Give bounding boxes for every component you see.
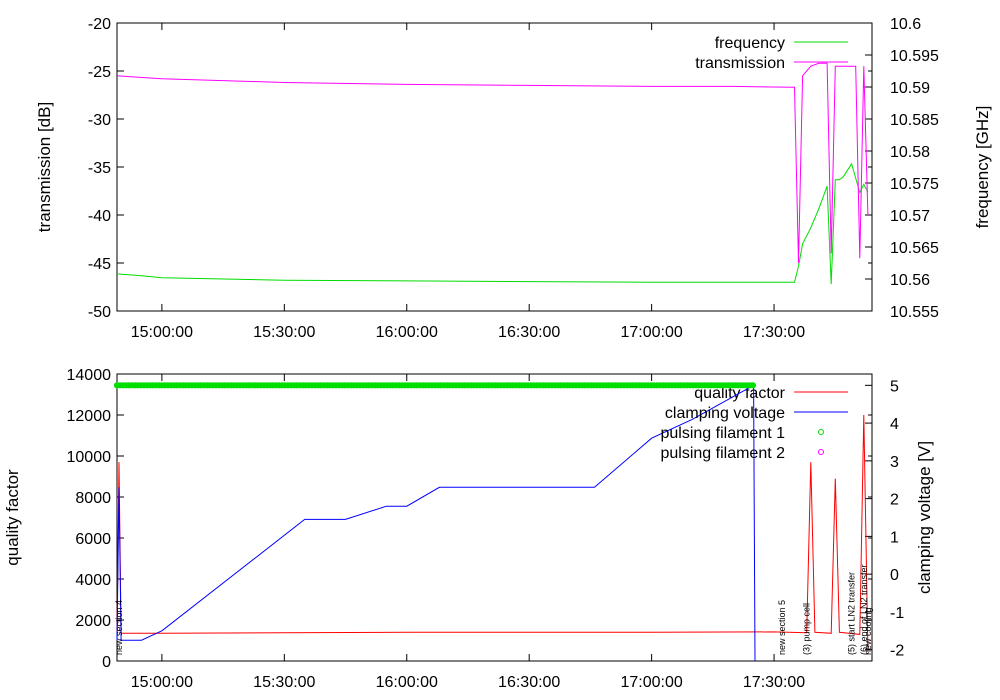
x-tick-label: 16:30:00 bbox=[498, 674, 560, 691]
bottom-chart-panel: 0 2000 4000 6000 8000 10000 12000 14000 -2 -1 0 1 2 3… bbox=[3, 367, 934, 691]
y2-tick-label: 10.57 bbox=[890, 208, 930, 225]
x-tick-label: 17:30:00 bbox=[743, 324, 805, 341]
y-tick-label: -25 bbox=[88, 64, 111, 81]
plot-frame bbox=[116, 373, 873, 662]
annotation-label: new cooling bbox=[863, 607, 873, 655]
quality-factor-line bbox=[116, 414, 869, 651]
y2-tick-label: 10.59 bbox=[890, 80, 930, 97]
x-tick-label: 17:00:00 bbox=[620, 324, 682, 341]
y-tick-label: -40 bbox=[88, 208, 111, 225]
x-tick-label: 15:00:00 bbox=[131, 674, 193, 691]
clamping-voltage-line bbox=[116, 384, 756, 662]
x-tick-label: 15:30:00 bbox=[253, 674, 315, 691]
y2-axis-title: clamping voltage [V] bbox=[915, 441, 934, 594]
y2-tick-label: -1 bbox=[890, 605, 904, 622]
x-tick-label: 16:30:00 bbox=[498, 324, 560, 341]
y-tick-label: 2000 bbox=[75, 613, 111, 630]
y-tick-label: 8000 bbox=[75, 490, 111, 507]
y-tick-label: -20 bbox=[88, 16, 111, 33]
annotation-label: new section 4 bbox=[114, 600, 124, 655]
y2-tick-label: 10.58 bbox=[890, 144, 930, 161]
y-tick-label: -45 bbox=[88, 256, 111, 273]
y2-tick-label: 10.6 bbox=[890, 16, 921, 33]
x-tick-label: 16:00:00 bbox=[376, 324, 438, 341]
x-tick-label: 15:30:00 bbox=[253, 324, 315, 341]
annotation-label: (5) start LN2 transfer bbox=[847, 572, 857, 655]
legend-swatch-pulsing-filament-1 bbox=[818, 429, 824, 435]
x-tick-label: 17:00:00 bbox=[620, 674, 682, 691]
y-tick-label: -30 bbox=[88, 112, 111, 129]
y-tick-label: 10000 bbox=[67, 449, 112, 466]
legend-label-pulsing-filament-2: pulsing filament 2 bbox=[660, 445, 785, 462]
y-axis-title: transmission [dB] bbox=[35, 102, 54, 232]
frequency-line bbox=[116, 162, 869, 285]
y2-tick-label: 10.575 bbox=[890, 176, 939, 193]
y2-tick-label: 2 bbox=[890, 492, 899, 509]
legend-swatch-pulsing-filament-2 bbox=[818, 449, 824, 455]
y2-tick-label: 10.56 bbox=[890, 272, 930, 289]
y-tick-label: 4000 bbox=[75, 572, 111, 589]
x-tick-label: 15:00:00 bbox=[131, 324, 193, 341]
legend-label-transmission: transmission bbox=[695, 55, 785, 72]
y-tick-label: 14000 bbox=[67, 367, 112, 384]
annotation-label: new section 5 bbox=[777, 600, 787, 655]
x-tick-label: 17:30:00 bbox=[743, 674, 805, 691]
y2-tick-label: 3 bbox=[890, 454, 899, 471]
y2-tick-label: 10.555 bbox=[890, 304, 939, 321]
y-tick-label: 0 bbox=[102, 654, 111, 671]
transmission-line bbox=[116, 62, 869, 264]
pulsing-filament-1-point bbox=[749, 382, 757, 389]
annotation-label: (6) end of LN2 transfer bbox=[859, 564, 869, 655]
y-tick-label: 6000 bbox=[75, 531, 111, 548]
y2-tick-label: 5 bbox=[890, 378, 899, 395]
y-tick-label: -35 bbox=[88, 160, 111, 177]
y2-tick-label: 10.595 bbox=[890, 48, 939, 65]
y2-tick-label: 10.565 bbox=[890, 240, 939, 257]
top-chart-panel: -50 -45 -40 -35 -30 -25 -20 10.555 10.56 10.565 10… bbox=[35, 16, 992, 341]
y2-axis-title: frequency [GHz] bbox=[973, 106, 992, 229]
legend-label-clamping-voltage: clamping voltage bbox=[665, 405, 785, 422]
x-tick-label: 16:00:00 bbox=[376, 674, 438, 691]
y2-tick-label: -2 bbox=[890, 643, 904, 660]
annotation-label: (3) pump cell bbox=[802, 603, 812, 655]
y2-tick-label: 0 bbox=[890, 567, 899, 584]
legend-label-quality-factor: quality factor bbox=[694, 385, 785, 402]
y2-tick-label: 10.585 bbox=[890, 112, 939, 129]
legend-label-pulsing-filament-1: pulsing filament 1 bbox=[660, 425, 785, 442]
y-axis-title: quality factor bbox=[3, 469, 22, 566]
y2-tick-label: 1 bbox=[890, 529, 899, 546]
y-tick-label: 12000 bbox=[67, 408, 112, 425]
legend-label-frequency: frequency bbox=[715, 35, 785, 52]
y-tick-label: -50 bbox=[88, 304, 111, 321]
y2-tick-label: 4 bbox=[890, 416, 899, 433]
